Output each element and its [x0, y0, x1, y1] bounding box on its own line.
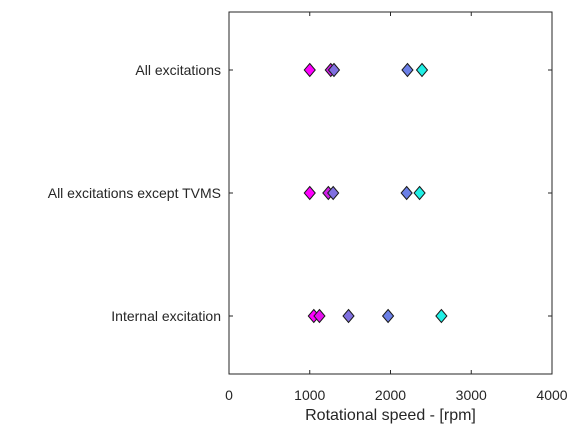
diamond-marker: [400, 185, 413, 201]
diamond-marker: [401, 62, 414, 78]
x-axis: 0 1000 2000 3000 4000: [225, 12, 568, 403]
diamond-marker: [413, 185, 426, 201]
x-axis-title: Rotational speed - [rpm]: [305, 407, 476, 424]
y-category-label: All excitations: [135, 62, 221, 78]
diamond-marker: [342, 308, 355, 324]
diamond-marker: [415, 62, 429, 78]
data-markers: [303, 62, 448, 324]
x-tick-label: 4000: [536, 387, 567, 403]
x-tick-label: 3000: [456, 387, 487, 403]
x-tick-label: 1000: [294, 387, 325, 403]
diamond-marker: [327, 62, 341, 78]
diamond-marker: [327, 185, 340, 201]
x-tick-label: 2000: [375, 387, 406, 403]
y-category-label: Internal excitation: [111, 308, 221, 324]
x-tick-label: 0: [225, 387, 233, 403]
y-axis: Internal excitation All excitations excep…: [48, 62, 552, 324]
diamond-marker: [303, 185, 316, 201]
diamond-marker: [435, 308, 448, 324]
diamond-marker: [381, 308, 395, 324]
y-category-label: All excitations except TVMS: [48, 185, 221, 201]
diamond-marker: [313, 308, 326, 324]
diamond-marker: [303, 62, 316, 78]
